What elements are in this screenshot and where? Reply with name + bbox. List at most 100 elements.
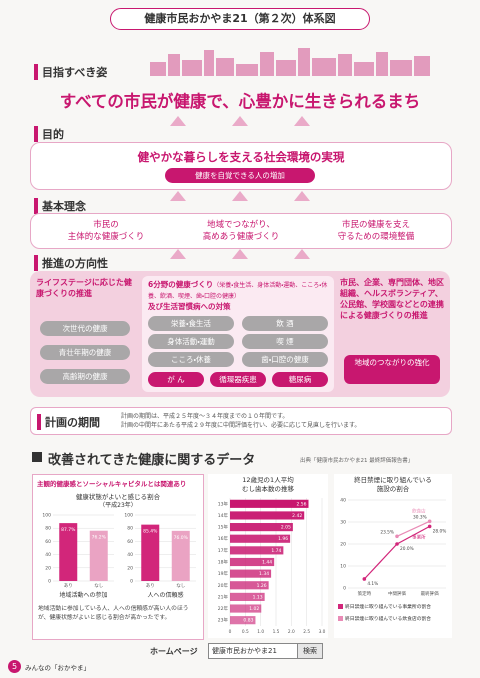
chart-subtitle: 施設の割合 [377, 484, 410, 493]
field-item: 歯・口腔の健康 [242, 352, 328, 367]
bar [230, 511, 305, 520]
collab-title: 市民、企業、専門団体、地区組織、ヘルスボランティア、公民館、学校園などとの連携に… [340, 278, 444, 320]
x-axis-label: 地域活動への参加 [59, 591, 107, 599]
skyline [150, 48, 430, 76]
bar [59, 523, 78, 581]
value-label: 1.74 [271, 548, 281, 554]
value-label: 76.2% [92, 535, 107, 541]
y-tick-label: 30 [340, 520, 346, 526]
principle: 市民の健康を支え 守るための環境整備 [311, 219, 441, 243]
value-label: 76.0% [174, 535, 189, 541]
bar [89, 530, 108, 581]
six-fields-heading: 6分野の健康づくり [148, 280, 214, 289]
legend-swatch [338, 604, 343, 609]
collab-badge: 地域のつながりの強化 [344, 355, 440, 384]
x-tick-label: 中間評価 [388, 590, 406, 597]
chart-title: 終日禁煙に取り組んでいる [354, 475, 432, 484]
x-tick-label: 0 [229, 629, 232, 635]
period-line: 計画の中間年にあたる平成２９年度に中間評価を行い、必要に応じて見直しを行います。 [121, 422, 361, 429]
value-label: 1.26 [257, 583, 267, 589]
principles-box: 市民の 主体的な健康づくり 地域でつながり、 高めあう健康づくり 市民の健康を支え守… [30, 213, 452, 249]
x-tick-label: 1.0 [257, 629, 264, 635]
arrows [170, 191, 310, 201]
y-tick-label: 20 [127, 565, 133, 571]
point [427, 519, 432, 524]
lifestage-item: 次世代の健康 [40, 321, 130, 336]
value-label: 2.42 [292, 513, 302, 519]
value-label: 0.83 [243, 618, 253, 624]
value-label: 30.3% [413, 514, 427, 520]
field-item: 飲 酒 [242, 316, 328, 331]
bar [230, 523, 293, 532]
search-button[interactable]: 検索 [297, 643, 323, 659]
y-tick-label: 40 [127, 552, 133, 558]
y-tick-label: 19年 [218, 570, 229, 577]
series-label: 飲食店 [412, 507, 426, 514]
field-item: 身体活動・運動 [148, 334, 234, 349]
x-tick-label: 2.5 [303, 629, 310, 635]
y-tick-label: 100 [42, 513, 51, 519]
principle-line: 市民の [93, 220, 119, 230]
directions-box: ライフステージに応じた健康づくりの推進 次世代の健康 青壮年期の健康 高齢期の健… [30, 271, 450, 397]
page-title: 健康市民おかやま21（第２次）体系図 [110, 8, 370, 30]
field-item: 喫 煙 [242, 334, 328, 349]
x-tick-label: 0.5 [242, 629, 249, 635]
section-bullet [32, 452, 42, 462]
x-tick-label: 2.0 [288, 629, 295, 635]
principle-line: 市民の健康を支え [341, 220, 410, 230]
value-label: 85.4% [143, 529, 158, 535]
y-tick-label: 20年 [218, 582, 229, 589]
bar [230, 616, 256, 625]
value-label: 23.5% [380, 529, 394, 535]
purpose-main: 健やかな暮らしを支える社会環境の実現 [137, 150, 345, 164]
y-tick-label: 15年 [218, 524, 229, 531]
series-line [363, 525, 430, 580]
point [395, 542, 399, 546]
point [395, 534, 399, 539]
y-tick-label: 80 [127, 526, 133, 532]
page-number: 5 [8, 660, 21, 673]
lifestage-item: 青壮年期の健康 [40, 345, 130, 360]
disease-item: が ん [148, 372, 204, 387]
directions-label: 推進の方向性 [34, 255, 108, 271]
six-fields-text: 6分野の健康づくり（栄養・食生活、身体活動・運動、こころ・休養、飲酒、喫煙、歯・… [148, 280, 330, 312]
value-label: 2.05 [281, 525, 291, 531]
goal-text: すべての市民が健康で、心豊かに生きられるまち [59, 92, 421, 111]
lifestage-item: 高齢期の健康 [40, 369, 130, 384]
chart-subtitle: むし歯本数の推移 [242, 484, 295, 493]
panel: 主観的健康感とソーシャルキャピタルとは関連あり 健康状態がよいと感じる割合 （平… [32, 474, 204, 640]
lifestage-title: ライフステージに応じた健康づくりの推進 [36, 278, 132, 298]
value-label: 2.56 [296, 501, 306, 507]
period-box: 計画の期間 計画の期間は、平成２５年度～３４年度までの１０年間です。 計画の中間年… [30, 407, 452, 435]
disease-item: 糖尿病 [272, 372, 328, 387]
search-box[interactable]: 健康市民おかやま21 [208, 643, 299, 659]
value-label: 4.1% [367, 581, 378, 587]
value-label: 1.44 [262, 560, 272, 566]
homepage-label: ホームページ [150, 647, 198, 656]
panel-subtitle: （平成23年） [99, 502, 137, 509]
y-tick-label: 22年 [218, 605, 229, 612]
bar [171, 530, 190, 581]
goal-label: 目指すべき姿 [34, 64, 107, 80]
purpose-sub: 健康を自覚できる人の増加 [165, 168, 315, 183]
purpose-label: 目的 [34, 126, 64, 142]
legend-label: 終日禁煙に取り組んでいる事業所の割合 [345, 603, 431, 610]
bar [230, 534, 291, 543]
x-axis-label: 人への信頼感 [147, 591, 183, 599]
value-label: 20.0% [400, 546, 414, 552]
panel-header: 主観的健康感とソーシャルキャピタルとは関連あり [37, 480, 187, 488]
x-tick-label: あり [64, 583, 73, 589]
principle-line: 地域でつながり、 [207, 220, 275, 230]
value-label: 1.96 [278, 536, 288, 542]
source: 出典「健康市民おかやま21 最終評価報告書」 [300, 458, 414, 464]
six-fields-sub: 及び生活習慣病への対策 [148, 302, 231, 311]
principle-line: 高めあう健康づくり [202, 232, 280, 242]
point [362, 577, 367, 581]
y-tick-label: 14年 [218, 512, 229, 519]
x-tick-label: あり [146, 583, 155, 589]
y-tick-label: 60 [127, 539, 133, 545]
